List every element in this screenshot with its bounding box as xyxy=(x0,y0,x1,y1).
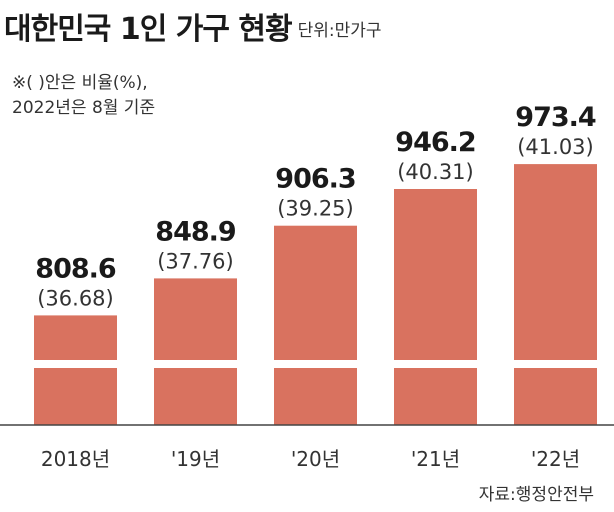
bar-upper xyxy=(274,225,357,360)
unit-label: 단위:만가구 xyxy=(297,21,382,41)
source-label: 자료:행정안전부 xyxy=(478,485,594,505)
category-label: '19년 xyxy=(171,447,220,471)
note-line-2: 2022년은 8월 기준 xyxy=(12,98,156,118)
category-label: 2018년 xyxy=(41,447,110,471)
bar-lower xyxy=(394,368,477,425)
bar-upper xyxy=(394,189,477,360)
bar-lower xyxy=(34,368,117,425)
value-label: 848.9 xyxy=(155,216,236,247)
bar-upper xyxy=(514,164,597,360)
bar-lower xyxy=(154,368,237,425)
category-label: '21년 xyxy=(411,447,460,471)
value-label: 906.3 xyxy=(275,164,355,195)
note-line-1: ※( )안은 비율(%), xyxy=(12,73,148,93)
ratio-label: (36.68) xyxy=(37,286,114,310)
category-label: '20년 xyxy=(291,447,340,471)
value-label: 946.2 xyxy=(395,127,475,158)
bar-lower xyxy=(514,368,597,425)
header: 대한민국 1인 가구 현황 단위:만가구 xyxy=(4,4,382,48)
bar-upper xyxy=(154,278,237,360)
ratio-label: (39.25) xyxy=(277,197,354,221)
ratio-label: (37.76) xyxy=(157,249,234,273)
value-label: 973.4 xyxy=(515,102,596,133)
ratio-label: (40.31) xyxy=(397,160,474,184)
value-label: 808.6 xyxy=(35,253,116,284)
ratio-label: (41.03) xyxy=(517,135,594,159)
chart-title: 대한민국 1인 가구 현황 xyxy=(4,12,293,47)
category-label: '22년 xyxy=(531,447,580,471)
bar-upper xyxy=(34,315,117,360)
bar-lower xyxy=(274,368,357,425)
